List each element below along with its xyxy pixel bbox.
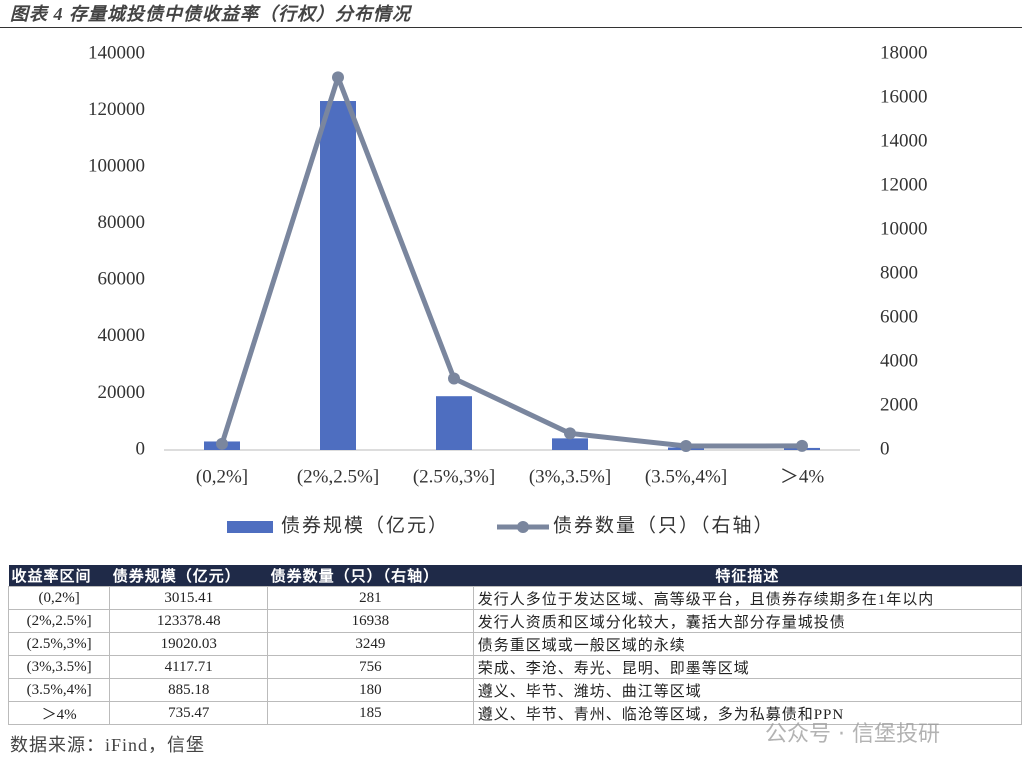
y2-tick-label: 2000 <box>880 394 918 415</box>
source-note: 数据来源：iFind，信堡 <box>10 735 206 755</box>
table-cell: 180 <box>267 678 474 702</box>
line-marker <box>796 439 808 452</box>
legend-swatch <box>227 521 273 533</box>
y2-tick-label: 12000 <box>880 174 928 195</box>
table-row: (2%,2.5%] 123378.48 16938 发行人资质和区域分化较大，囊括大部… <box>7 609 1023 633</box>
table-cell: 遵义、毕节、青州、临沧等区域，多为私募债和PPN <box>472 701 1023 725</box>
x-tick-label: (3%,3.5%] <box>529 466 611 487</box>
y-tick-label: 60000 <box>98 269 146 290</box>
line-marker <box>448 372 460 385</box>
table-row: (2.5%,3%] 19020.03 3249 债务重区域或一般区域的永续 <box>7 632 1023 656</box>
table-cell: 19020.03 <box>109 632 269 656</box>
x-tick-label: ＞4% <box>780 466 825 487</box>
table-header-row: 收益率区间 债券规模（亿元） 债券数量（只）（右轴） 特征描述 <box>8 565 1022 587</box>
table-header-cell: 特征描述 <box>473 565 1022 587</box>
y2-tick-label: 6000 <box>880 306 918 327</box>
table-header-cell: 收益率区间 <box>8 565 110 587</box>
watermark: 公众号 · 信堡投研 <box>765 722 940 747</box>
table-cell: 185 <box>267 701 474 725</box>
y2-tick-label: 14000 <box>880 130 928 151</box>
line-marker <box>680 440 692 453</box>
table-cell: (3.5%,4%] <box>7 678 111 702</box>
table-cell: (0,2%] <box>7 586 111 610</box>
legend-label: 债券数量（只）（右轴） <box>553 514 775 536</box>
y-tick-label: 80000 <box>98 212 146 233</box>
x-tick-label: (2.5%,3%] <box>413 466 495 487</box>
x-tick-label: (0,2%] <box>196 466 248 487</box>
table-cell: 16938 <box>267 609 474 633</box>
figure-title: 图表 4 存量城投债中债收益率（行权）分布情况 <box>10 4 411 24</box>
bar <box>320 101 356 450</box>
table-cell: (2%,2.5%] <box>7 609 111 633</box>
y2-tick-label: 16000 <box>880 86 928 107</box>
y2-tick-label: 4000 <box>880 350 918 371</box>
legend-label: 债券规模（亿元） <box>281 514 449 536</box>
table-cell: 756 <box>267 655 474 679</box>
table-cell: ＞4% <box>7 701 111 725</box>
y-tick-label: 120000 <box>88 99 145 120</box>
table-header-cell: 债券规模（亿元） <box>109 565 268 587</box>
title-rule <box>0 27 1022 28</box>
table-cell: 735.47 <box>109 701 269 725</box>
table-row: (3%,3.5%] 4117.71 756 荣成、李沧、寿光、昆明、即墨等区域 <box>7 655 1023 679</box>
table-cell: 281 <box>267 586 474 610</box>
table-cell: 发行人多位于发达区域、高等级平台，且债券存续期多在1年以内 <box>472 586 1023 610</box>
table-cell: 遵义、毕节、潍坊、曲江等区域 <box>472 678 1023 702</box>
table-cell: 123378.48 <box>109 609 269 633</box>
table-cell: 3015.41 <box>109 586 269 610</box>
table-cell: (2.5%,3%] <box>7 632 111 656</box>
legend-marker <box>517 521 529 533</box>
data-table: 收益率区间 债券规模（亿元） 债券数量（只）（右轴） 特征描述 (0,2%] 3015.4… <box>7 565 1023 725</box>
line-marker <box>216 437 228 450</box>
table-header-cell: 债券数量（只）（右轴） <box>267 565 474 587</box>
bar <box>552 438 588 450</box>
y2-tick-label: 10000 <box>880 218 928 239</box>
line <box>219 74 803 449</box>
line-marker <box>564 427 576 440</box>
table-cell: 4117.71 <box>109 655 269 679</box>
x-tick-label: (3.5%,4%] <box>645 466 727 487</box>
y-tick-label: 40000 <box>98 325 146 346</box>
table-cell: 3249 <box>267 632 474 656</box>
table-cell: (3%,3.5%] <box>7 655 111 679</box>
table-row: (0,2%] 3015.41 281 发行人多位于发达区域、高等级平台，且债券存续期多… <box>7 586 1023 610</box>
y2-tick-label: 8000 <box>880 262 918 283</box>
table-cell: 债务重区域或一般区域的永续 <box>472 632 1023 656</box>
bar <box>436 396 472 450</box>
y-tick-label: 140000 <box>88 42 145 63</box>
y-tick-label: 20000 <box>98 382 146 403</box>
y-tick-label: 100000 <box>88 156 145 177</box>
x-tick-label: (2%,2.5%] <box>297 466 379 487</box>
y2-tick-label: 18000 <box>880 42 928 63</box>
y2-tick-label: 0 <box>880 438 890 459</box>
chart: 0 20000 40000 60000 80000 100000 120000 140000 0… <box>88 42 928 536</box>
table-row: ＞4% 735.47 185 遵义、毕节、青州、临沧等区域，多为私募债和PPN <box>7 701 1023 725</box>
y-tick-label: 0 <box>136 438 146 459</box>
line-marker <box>332 71 344 84</box>
table-cell: 荣成、李沧、寿光、昆明、即墨等区域 <box>472 655 1023 679</box>
table-cell: 885.18 <box>109 678 269 702</box>
table-row: (3.5%,4%] 885.18 180 遵义、毕节、潍坊、曲江等区域 <box>7 678 1023 702</box>
table-cell: 发行人资质和区域分化较大，囊括大部分存量城投债 <box>472 609 1023 633</box>
